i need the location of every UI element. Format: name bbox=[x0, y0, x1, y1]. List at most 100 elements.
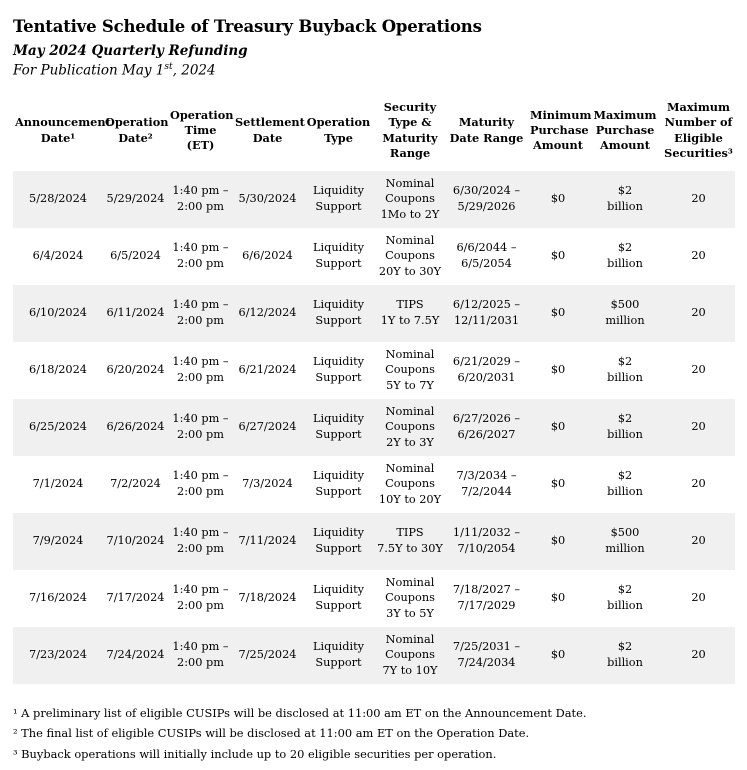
table-row: 6/4/2024 6/5/2024 1:40 pm – 2:00 pm 6/6/202… bbox=[13, 228, 735, 285]
table-cell: 6/6/2024 bbox=[242, 249, 293, 263]
table-cell: $0 bbox=[528, 170, 588, 228]
table-cell: 20 bbox=[691, 363, 706, 377]
table-cell: $0 bbox=[528, 626, 588, 684]
table-cell: Liquidity Support bbox=[302, 626, 375, 684]
table-cell: 20 bbox=[691, 477, 706, 491]
table-cell: Liquidity Support bbox=[312, 241, 364, 270]
table-cell: 1:40 pm – 2:00 pm bbox=[168, 512, 233, 570]
table-cell: $500 million bbox=[588, 512, 662, 570]
page-title: Tentative Schedule of Treasury Buyback O… bbox=[13, 17, 482, 36]
table-cell: $2 billion bbox=[607, 469, 643, 498]
table-cell: 7/25/2024 bbox=[233, 626, 302, 684]
table-cell: 1:40 pm – 2:00 pm bbox=[168, 284, 233, 342]
column-header-maturity-date-range: Maturity Date Range bbox=[449, 115, 524, 145]
table-cell: 5/30/2024 bbox=[233, 170, 302, 228]
table-cell: 1:40 pm – 2:00 pm bbox=[172, 355, 229, 384]
table-cell: 1:40 pm – 2:00 pm bbox=[168, 170, 233, 228]
table-cell: 1:40 pm – 2:00 pm bbox=[172, 241, 229, 270]
table-cell: 6/21/2024 bbox=[238, 363, 297, 377]
table-cell: 7/25/2031 – 7/24/2034 bbox=[445, 626, 528, 684]
table-cell: $2 billion bbox=[607, 241, 643, 270]
table-cell: Liquidity Support bbox=[302, 284, 375, 342]
table-cell: $0 bbox=[550, 249, 566, 263]
footnote-1: ¹ A preliminary list of eligible CUSIPs … bbox=[13, 705, 587, 720]
table-cell: 7/18/2027 – 7/17/2029 bbox=[452, 583, 521, 612]
table-row: 6/10/2024 6/11/2024 1:40 pm – 2:00 pm 6/12/… bbox=[13, 284, 735, 342]
table-cell: Nominal Coupons 10Y to 20Y bbox=[378, 461, 442, 506]
table-cell: 6/18/2024 bbox=[29, 363, 87, 377]
column-header-settlement-date: Settlement Date bbox=[235, 115, 305, 145]
table-cell: 7/3/2024 bbox=[242, 477, 293, 491]
table-cell: Liquidity Support bbox=[312, 469, 364, 498]
table-cell: $0 bbox=[550, 477, 566, 491]
column-header-minimum-purchase: Minimum Purchase Amount bbox=[530, 107, 592, 153]
column-header-operation-type: Operation Type bbox=[306, 115, 371, 145]
footnote-3: ³ Buyback operations will initially incl… bbox=[13, 746, 497, 761]
table-cell: 6/12/2025 – 12/11/2031 bbox=[445, 284, 528, 342]
publication-line: For Publication May 1st, 2024 bbox=[13, 62, 734, 79]
table-cell: 6/25/2024 bbox=[13, 398, 103, 456]
table-cell: 1:40 pm – 2:00 pm bbox=[168, 626, 233, 684]
table-row: 7/9/2024 7/10/2024 1:40 pm – 2:00 pm 7/11/2… bbox=[13, 512, 735, 570]
column-header-maximum-purchase: Maximum Purchase Amount bbox=[593, 107, 657, 153]
publication-suffix: , 2024 bbox=[172, 62, 216, 79]
table-cell: 6/27/2024 bbox=[233, 398, 302, 456]
table-cell: 1:40 pm – 2:00 pm bbox=[172, 469, 229, 498]
table-cell: Nominal Coupons 2Y to 3Y bbox=[375, 398, 445, 456]
table-cell: 7/9/2024 bbox=[13, 512, 103, 570]
table-cell: $2 billion bbox=[588, 170, 662, 228]
table-cell: Nominal Coupons 3Y to 5Y bbox=[385, 575, 435, 620]
table-cell: Liquidity Support bbox=[302, 398, 375, 456]
table-cell: $0 bbox=[528, 512, 588, 570]
table-cell: 20 bbox=[662, 626, 735, 684]
table-cell: $0 bbox=[550, 591, 566, 605]
table-cell: Liquidity Support bbox=[302, 170, 375, 228]
table-cell: 7/2/2024 bbox=[110, 477, 161, 491]
table-cell: 7/1/2024 bbox=[32, 477, 84, 491]
table-cell: Nominal Coupons 5Y to 7Y bbox=[385, 347, 435, 392]
table-cell: Nominal Coupons 20Y to 30Y bbox=[378, 233, 442, 278]
title-block: Tentative Schedule of Treasury Buyback O… bbox=[0, 0, 747, 79]
table-cell: 6/10/2024 bbox=[13, 284, 103, 342]
table-cell: Nominal Coupons 1Mo to 2Y bbox=[375, 170, 445, 228]
table-cell: TIPS 1Y to 7.5Y bbox=[375, 284, 445, 342]
table-cell: $2 billion bbox=[588, 398, 662, 456]
footnote-2: ² The final list of eligible CUSIPs will… bbox=[13, 726, 530, 741]
table-cell: 6/26/2024 bbox=[103, 398, 168, 456]
table-cell: $0 bbox=[550, 363, 566, 377]
table-header: Announcement Date¹ Operation Date² Opera… bbox=[13, 91, 735, 171]
table-cell: $2 billion bbox=[607, 355, 643, 384]
column-header-announcement-date: Announcement Date¹ bbox=[15, 115, 111, 145]
footnotes: ¹ A preliminary list of eligible CUSIPs … bbox=[13, 703, 734, 765]
table-row: 7/23/2024 7/24/2024 1:40 pm – 2:00 pm 7/25/… bbox=[13, 626, 735, 684]
table-row: 7/16/2024 7/17/2024 1:40 pm – 2:00 pm 7/18/… bbox=[13, 570, 735, 627]
page-subtitle: May 2024 Quarterly Refunding bbox=[13, 43, 248, 59]
table-cell: $2 billion bbox=[607, 583, 643, 612]
table-cell: $0 bbox=[528, 398, 588, 456]
table-cell: 7/10/2024 bbox=[103, 512, 168, 570]
column-header-operation-time: Operation Time (ET) bbox=[170, 107, 234, 153]
table-cell: 1:40 pm – 2:00 pm bbox=[172, 583, 229, 612]
table-cell: 7/3/2034 – 7/2/2044 bbox=[456, 469, 517, 498]
table-cell: 6/20/2024 bbox=[106, 363, 165, 377]
schedule-table: Announcement Date¹ Operation Date² Opera… bbox=[13, 91, 735, 684]
table-cell: 6/12/2024 bbox=[233, 284, 302, 342]
table-cell: 20 bbox=[662, 398, 735, 456]
table-cell: $0 bbox=[528, 284, 588, 342]
table-cell: Nominal Coupons 7Y to 10Y bbox=[375, 626, 445, 684]
table-cell: 5/28/2024 bbox=[13, 170, 103, 228]
table-cell: 6/6/2044 – 6/5/2054 bbox=[456, 241, 517, 270]
table-cell: 6/11/2024 bbox=[103, 284, 168, 342]
column-header-security-type: Security Type & Maturity Range bbox=[382, 100, 438, 160]
table-cell: $2 billion bbox=[588, 626, 662, 684]
table-cell: 5/29/2024 bbox=[103, 170, 168, 228]
table-cell: 6/4/2024 bbox=[32, 249, 84, 263]
table-cell: TIPS 7.5Y to 30Y bbox=[375, 512, 445, 570]
table-cell: 7/18/2024 bbox=[238, 591, 297, 605]
table-cell: 20 bbox=[662, 284, 735, 342]
table-row: 5/28/2024 5/29/2024 1:40 pm – 2:00 pm 5/30/… bbox=[13, 170, 735, 228]
table-cell: 20 bbox=[691, 249, 706, 263]
table-body: 5/28/2024 5/29/2024 1:40 pm – 2:00 pm 5/30/… bbox=[13, 170, 735, 684]
table-cell: 6/27/2026 – 6/26/2027 bbox=[445, 398, 528, 456]
